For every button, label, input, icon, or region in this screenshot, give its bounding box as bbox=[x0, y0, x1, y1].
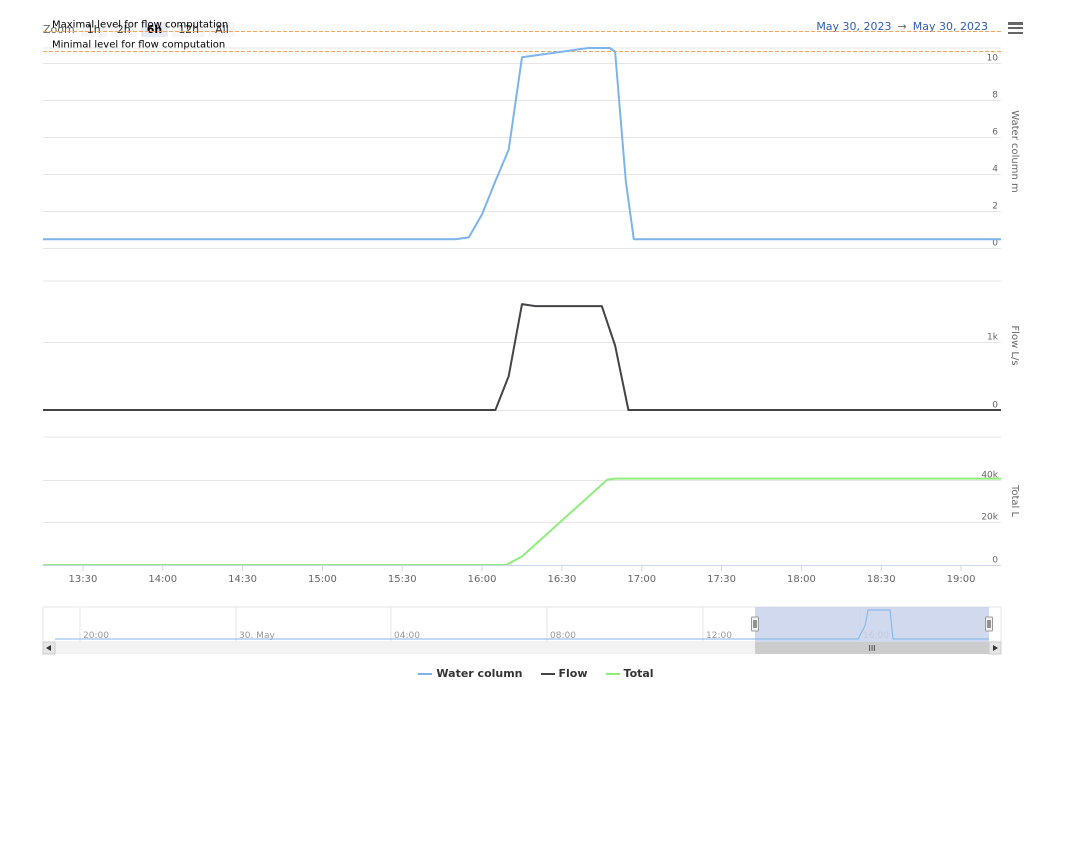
chart-canvas: 0 2 4 6 8 10 Water column m Maximal level for f… bbox=[42, 20, 1020, 655]
water-column-y-tick-label: 8 bbox=[992, 91, 998, 101]
navigator-x-tick-label: 04:00 bbox=[394, 631, 420, 641]
zoom-2h-button[interactable]: 2h bbox=[110, 21, 137, 37]
water-column-series-line bbox=[43, 47, 1001, 241]
scrollbar-right-arrow-icon bbox=[993, 645, 998, 651]
navigator-series-line bbox=[55, 609, 989, 640]
x-tick-label: 14:30 bbox=[228, 574, 257, 585]
plot-line-label-maximal: Maximal level for flow computation bbox=[52, 20, 228, 31]
date-range: May 30, 2023 → May 30, 2023 bbox=[816, 20, 988, 33]
flow-series-line bbox=[43, 303, 1001, 411]
legend-water-swatch bbox=[418, 672, 433, 675]
water-column-y-tick-label: 10 bbox=[987, 54, 999, 64]
x-tick-label: 17:30 bbox=[707, 574, 736, 585]
scrollbar-left-arrow-icon bbox=[46, 645, 51, 651]
plot-line-label-minimal: Minimal level for flow computation bbox=[52, 40, 225, 51]
navigator-x-tick-label: 12:00 bbox=[706, 631, 732, 641]
range-to-input[interactable]: May 30, 2023 bbox=[912, 20, 988, 33]
x-tick-label: 16:30 bbox=[548, 574, 577, 585]
navigator-right-handle[interactable] bbox=[985, 616, 993, 632]
total-y-tick-label: 0 bbox=[992, 556, 998, 566]
navigator-x-tick-label: 30. May bbox=[239, 631, 275, 641]
x-tick-label: 16:00 bbox=[468, 574, 497, 585]
flow-y-tick-label: 0 bbox=[992, 401, 998, 411]
x-tick-label: 19:00 bbox=[947, 574, 976, 585]
scrollbar-grip-icon: III bbox=[868, 644, 875, 653]
flow-axis-title: Flow L/s bbox=[1009, 325, 1020, 365]
zoom-1h-button[interactable]: 1h bbox=[80, 21, 107, 37]
x-tick-label: 18:00 bbox=[787, 574, 816, 585]
x-tick-label: 18:30 bbox=[867, 574, 896, 585]
x-tick-label: 15:30 bbox=[388, 574, 417, 585]
range-from-input[interactable]: May 30, 2023 bbox=[816, 20, 892, 33]
zoom-bar: Zoom 1h 2h 6h 12h All bbox=[43, 20, 239, 38]
water-column-y-tick-label: 4 bbox=[992, 165, 998, 175]
scrollbar-thumb[interactable] bbox=[755, 642, 989, 654]
navigator-selected-range bbox=[755, 607, 989, 642]
legend-item-total[interactable]: Total bbox=[605, 667, 654, 680]
total-y-tick-label: 40k bbox=[981, 471, 998, 481]
water-column-y-tick-label: 0 bbox=[992, 239, 998, 249]
legend-flow-swatch bbox=[540, 672, 555, 675]
zoom-6h-button[interactable]: 6h bbox=[140, 21, 169, 37]
zoom-all-button[interactable]: All bbox=[209, 21, 235, 37]
water-column-y-tick-label: 6 bbox=[992, 128, 998, 138]
total-axis-title: Total L bbox=[1009, 484, 1020, 518]
water-column-axis-title: Water column m bbox=[1009, 110, 1020, 192]
total-y-tick-label: 20k bbox=[981, 513, 998, 523]
x-tick-label: 14:00 bbox=[148, 574, 177, 585]
flow-y-tick-label: 1k bbox=[987, 333, 999, 343]
legend-total-swatch bbox=[605, 672, 620, 675]
navigator-left-handle[interactable] bbox=[751, 616, 759, 632]
x-tick-label: 17:00 bbox=[627, 574, 656, 585]
zoom-label: Zoom bbox=[43, 22, 75, 36]
navigator-x-tick-label: 08:00 bbox=[550, 631, 576, 641]
navigator-x-tick-label: 20:00 bbox=[83, 631, 109, 641]
x-tick-label: 15:00 bbox=[308, 574, 337, 585]
legend-flow-label: Flow bbox=[558, 667, 588, 680]
x-tick-label: 13:30 bbox=[69, 574, 98, 585]
zoom-12h-button[interactable]: 12h bbox=[172, 21, 206, 37]
legend-water-label: Water column bbox=[436, 667, 523, 680]
legend-item-water-column[interactable]: Water column bbox=[418, 667, 523, 680]
legend-item-flow[interactable]: Flow bbox=[540, 667, 588, 680]
hamburger-menu-icon[interactable] bbox=[1008, 22, 1023, 35]
water-column-y-tick-label: 2 bbox=[992, 202, 998, 212]
range-separator: → bbox=[897, 20, 907, 33]
legend-total-label: Total bbox=[623, 667, 654, 680]
legend: Water column Flow Total bbox=[0, 667, 1072, 680]
total-series-line bbox=[43, 477, 1001, 566]
